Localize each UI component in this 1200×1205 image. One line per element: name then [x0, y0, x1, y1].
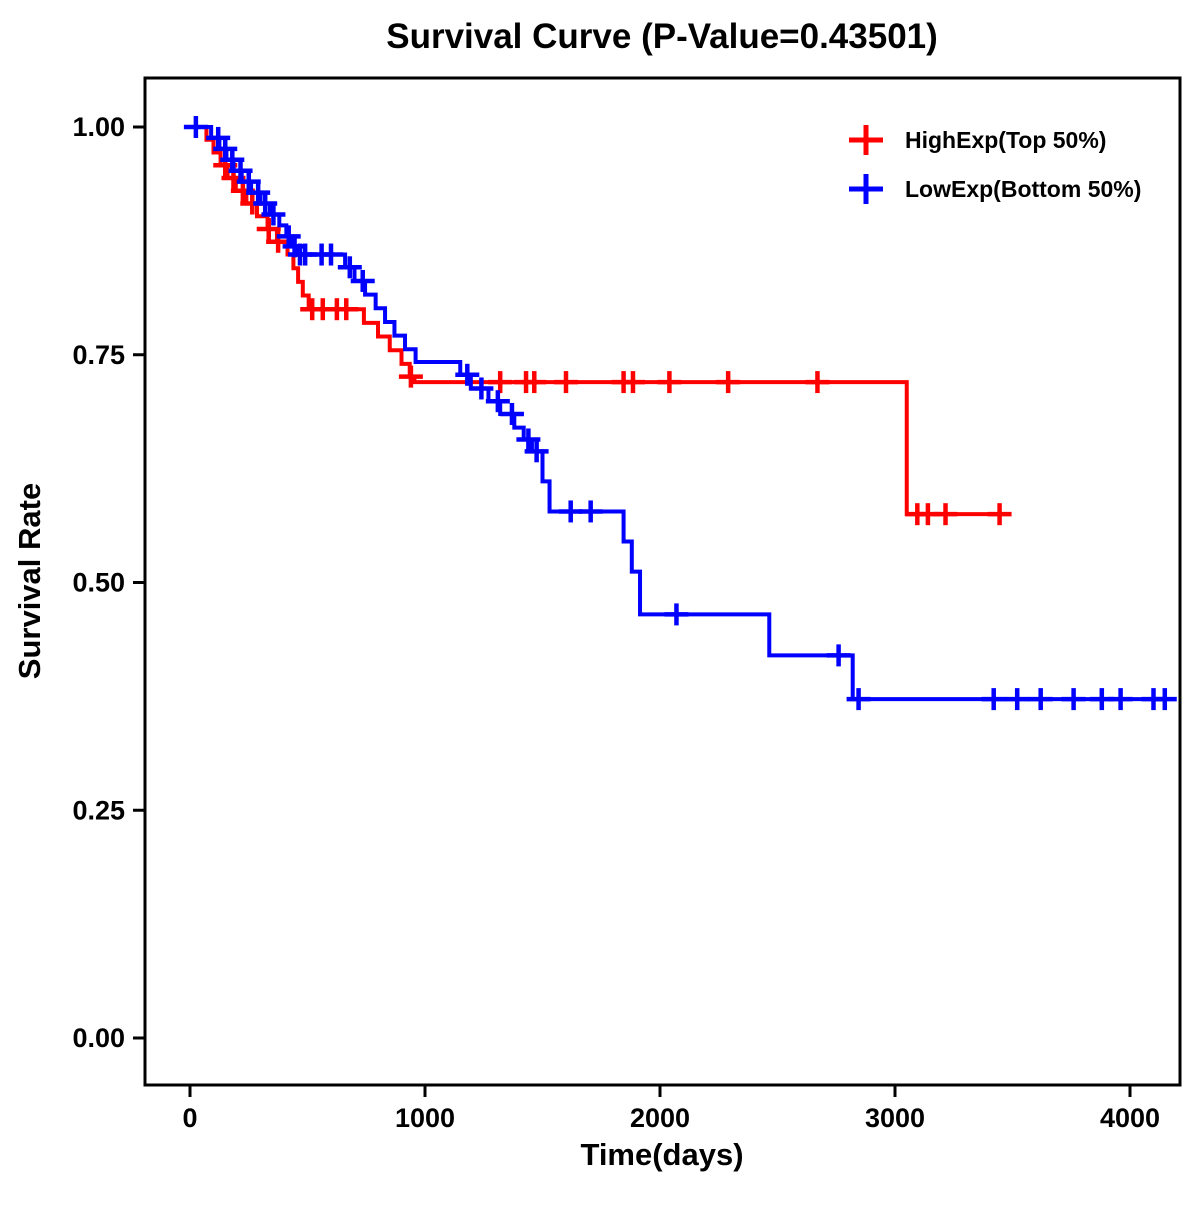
y-tick-label: 0.25 — [72, 795, 125, 825]
legend-label: HighExp(Top 50%) — [905, 127, 1106, 153]
x-tick-label: 2000 — [630, 1103, 690, 1133]
x-axis-label: Time(days) — [580, 1137, 743, 1172]
legend-label: LowExp(Bottom 50%) — [905, 176, 1141, 202]
chart-title: Survival Curve (P-Value=0.43501) — [386, 17, 938, 56]
y-tick-label: 0.50 — [72, 568, 125, 598]
x-tick-label: 0 — [182, 1103, 197, 1133]
plot-border — [143, 76, 1182, 1087]
y-axis-label: Survival Rate — [12, 483, 47, 679]
survival-curve — [190, 125, 1166, 702]
x-tick-label: 3000 — [865, 1103, 925, 1133]
y-tick-label: 0.00 — [72, 1023, 125, 1053]
survival-curve — [190, 125, 1001, 517]
chart-dynamic-layer: 0 1000 2000 3000 4000 0.00 0.25 0.50 0.75 1.00 Hig… — [72, 112, 1177, 1133]
x-tick-label: 4000 — [1100, 1103, 1160, 1133]
y-tick-label: 0.75 — [72, 340, 125, 370]
y-tick-label: 1.00 — [72, 112, 125, 142]
x-tick-label: 1000 — [395, 1103, 455, 1133]
